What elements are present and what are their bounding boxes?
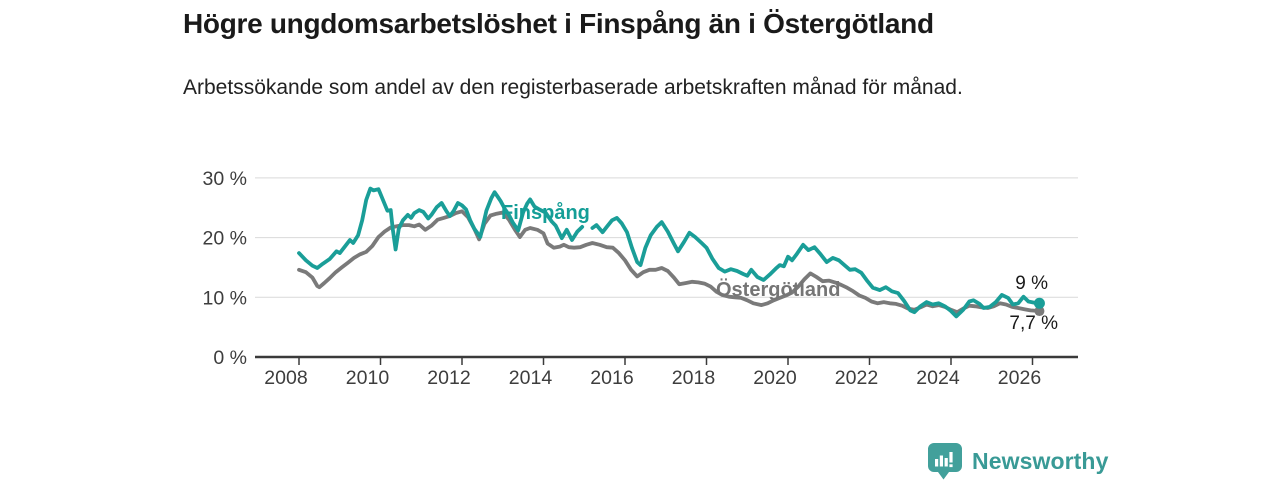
newsworthy-logo[interactable]: Newsworthy: [928, 443, 1108, 480]
x-tick-label-2022: 2022: [835, 367, 878, 389]
page-title: Högre ungdomsarbetslöshet i Finspång än …: [183, 8, 934, 39]
series-line-finspang: [297, 186, 1042, 319]
x-tick-label-2014: 2014: [509, 367, 553, 389]
end-value-finspang: 9 %: [1015, 273, 1048, 294]
series-label-ostergotland: Östergötland: [716, 279, 841, 301]
x-tick-label-2010: 2010: [346, 367, 390, 389]
x-tick-label-2020: 2020: [753, 367, 797, 389]
end-dot-ostergotland: [1034, 306, 1045, 317]
chart-subtitle: Arbetssökande som andel av den registerb…: [183, 76, 963, 99]
x-tick-label-2016: 2016: [590, 367, 633, 389]
end-value-ostergotland: 7,7 %: [1009, 313, 1058, 334]
y-tick-label-30: 30 %: [203, 168, 247, 190]
x-tick-label-2018: 2018: [672, 367, 715, 389]
y-tick-label-0: 0 %: [213, 347, 247, 369]
series-label-finspang: Finspång: [501, 202, 590, 224]
x-tick-label-2012: 2012: [427, 367, 470, 389]
newsworthy-logo-icon: [928, 443, 962, 480]
newsworthy-logo-text: Newsworthy: [972, 448, 1109, 474]
x-tick-label-2008: 2008: [264, 367, 307, 389]
y-tick-label-20: 20 %: [203, 228, 247, 250]
end-dot-finspang: [1033, 297, 1045, 309]
x-tick-label-2026: 2026: [998, 367, 1041, 389]
y-tick-label-10: 10 %: [203, 287, 247, 309]
x-tick-label-2024: 2024: [916, 367, 960, 389]
